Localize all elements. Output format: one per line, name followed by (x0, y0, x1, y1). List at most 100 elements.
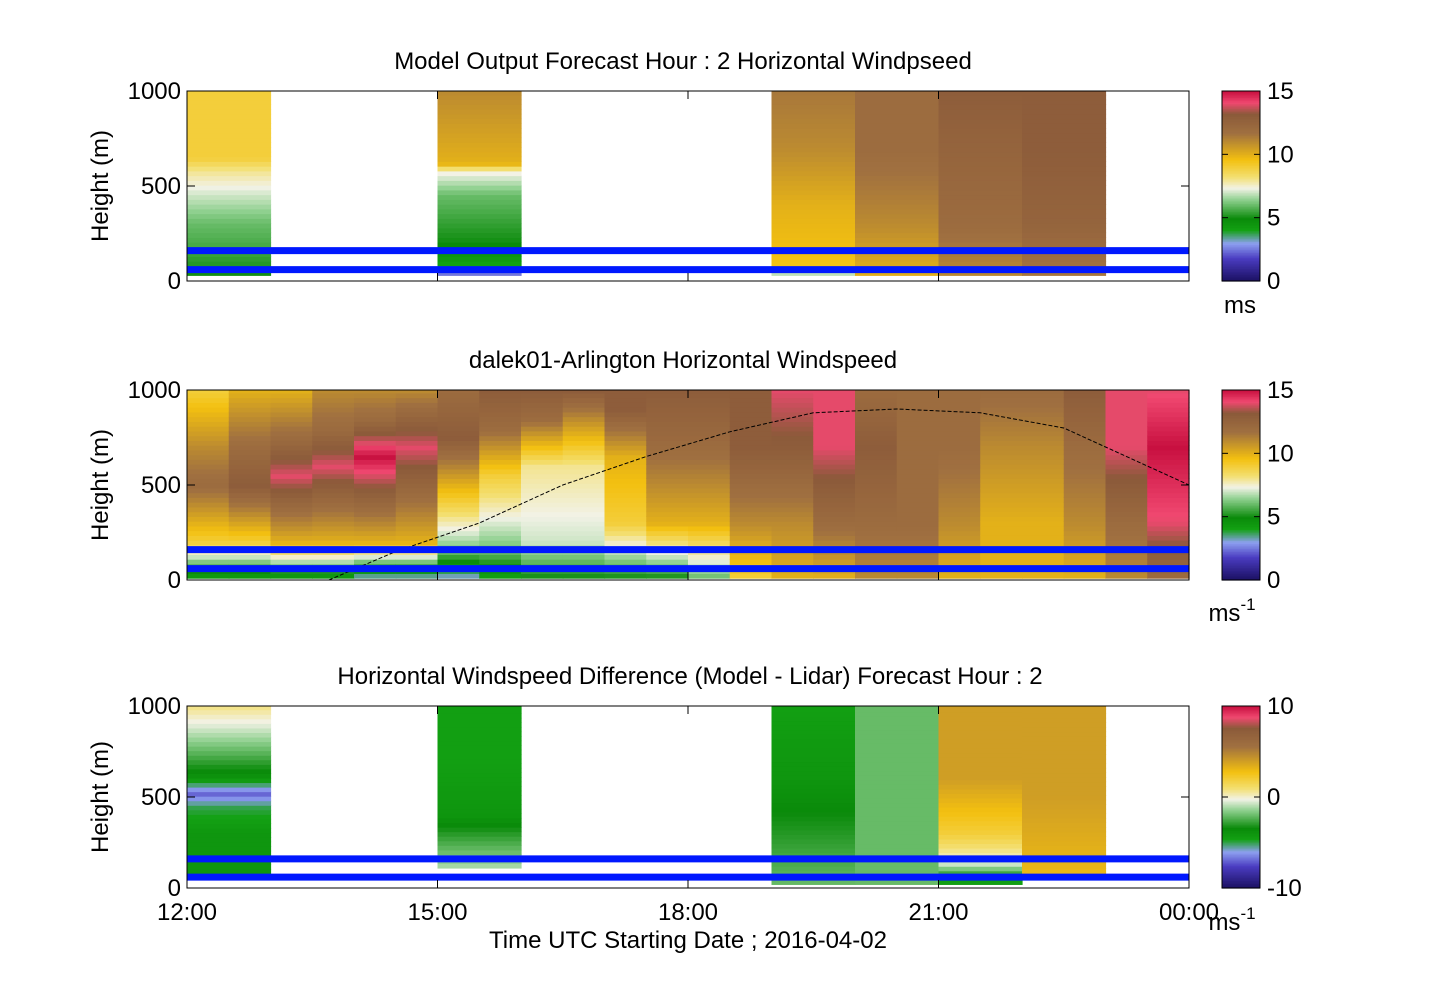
heatmap-cell (187, 142, 272, 148)
heatmap-cell (938, 426, 981, 432)
colorbar-swatch (1222, 130, 1260, 133)
heatmap-cell (646, 554, 689, 560)
heatmap-cell (187, 511, 230, 517)
heatmap-cell (771, 218, 856, 224)
heatmap-cell (437, 123, 522, 129)
colorbar-swatch (1222, 418, 1260, 421)
colorbar-swatch (1222, 217, 1260, 220)
heatmap-cell (187, 137, 272, 143)
colorbar-swatch (1222, 872, 1260, 875)
colorbar-swatch (1222, 763, 1260, 766)
heatmap-cell (1105, 407, 1148, 413)
heatmap-cell (1147, 435, 1190, 441)
heatmap-cell (1063, 416, 1107, 422)
heatmap-cell (938, 530, 981, 536)
heatmap-cell (855, 421, 898, 427)
heatmap-cell (395, 535, 439, 541)
heatmap-cell (938, 521, 981, 527)
heatmap-cell (938, 761, 1023, 767)
colorbar-swatch (1222, 239, 1260, 243)
colorbar-swatch (1222, 753, 1260, 756)
heatmap-cell (437, 763, 522, 769)
heatmap-cell (729, 473, 773, 479)
colorbar-swatch (1222, 171, 1260, 174)
heatmap-cell (771, 426, 814, 432)
colorbar-swatch (1222, 840, 1260, 844)
heatmap-cell (855, 706, 940, 708)
heatmap-cell (437, 390, 480, 394)
heatmap-cell (228, 492, 272, 498)
heatmap-cell (187, 208, 272, 215)
colorbar-swatch (1222, 266, 1260, 269)
colorbar-swatch (1222, 713, 1260, 716)
colorbar-swatch (1222, 523, 1260, 526)
colorbar-swatch (1222, 526, 1260, 529)
heatmap-cell (813, 511, 856, 517)
heatmap-cell (395, 426, 439, 432)
heatmap-cell (312, 511, 355, 517)
heatmap-cell (228, 535, 272, 541)
heatmap-cell (855, 175, 940, 181)
heatmap-cell (938, 502, 981, 508)
heatmap-cell (479, 540, 522, 546)
heatmap-cell (1063, 430, 1107, 437)
heatmap-cell (604, 554, 647, 560)
colorbar-swatch (1222, 244, 1260, 247)
heatmap-cell (729, 554, 773, 560)
heatmap-cell (646, 468, 689, 475)
colorbar-swatch (1222, 159, 1260, 162)
heatmap-cell (1022, 516, 1065, 522)
colorbar-unit: ms-1 (1208, 904, 1255, 936)
panel-title: Horizontal Windspeed Difference (Model -… (337, 663, 1042, 690)
heatmap-cell (479, 445, 522, 451)
heatmap-cell (938, 506, 981, 513)
heatmap-cell (270, 445, 313, 451)
heatmap-cell (938, 113, 1023, 120)
heatmap-cell (312, 483, 355, 489)
heatmap-cell (771, 261, 856, 267)
colorbar-swatch (1222, 734, 1260, 737)
colorbar-swatch (1222, 236, 1260, 239)
heatmap-cell (688, 506, 731, 513)
colorbar-swatch (1222, 157, 1260, 160)
heatmap-cell (1022, 804, 1107, 810)
heatmap-cell (521, 390, 564, 394)
heatmap-cell (479, 464, 522, 470)
colorbar-swatch (1222, 759, 1260, 762)
heatmap-column (1022, 91, 1107, 276)
heatmap-cell (521, 554, 564, 560)
heatmap-cell (1022, 199, 1107, 205)
heatmap-cell (228, 521, 272, 527)
heatmap-cell (187, 764, 272, 770)
colorbar-swatch (1222, 862, 1260, 865)
heatmap-cell (187, 868, 272, 875)
heatmap-cell (688, 416, 731, 422)
heatmap-cell (187, 506, 230, 513)
heatmap-cell (604, 459, 647, 465)
colorbar-swatch (1222, 231, 1260, 235)
heatmap-cell (855, 237, 940, 243)
heatmap-cell (437, 772, 522, 778)
heatmap-cell (187, 218, 272, 224)
heatmap-cell (1105, 478, 1148, 484)
heatmap-cell (896, 440, 940, 446)
heatmap-cell (1022, 708, 1107, 714)
heatmap-cell (187, 846, 272, 852)
heatmap-cell (688, 511, 731, 517)
colorbar-swatch (1222, 818, 1260, 821)
heatmap-cell (479, 497, 522, 503)
heatmap-cell (187, 746, 272, 752)
heatmap-cell (312, 392, 355, 399)
heatmap-cell (771, 440, 814, 446)
heatmap-cell (938, 156, 1023, 162)
colorbar-swatch (1222, 535, 1260, 538)
heatmap-cell (1063, 492, 1107, 498)
heatmap-cell (1022, 185, 1107, 191)
heatmap-cell (228, 449, 272, 456)
colorbar-swatch (1222, 263, 1260, 266)
heatmap-cell (479, 506, 522, 513)
heatmap-cell (855, 213, 940, 219)
heatmap-cell (1105, 445, 1148, 451)
heatmap-cell (1022, 161, 1107, 167)
heatmap-cell (187, 435, 230, 441)
